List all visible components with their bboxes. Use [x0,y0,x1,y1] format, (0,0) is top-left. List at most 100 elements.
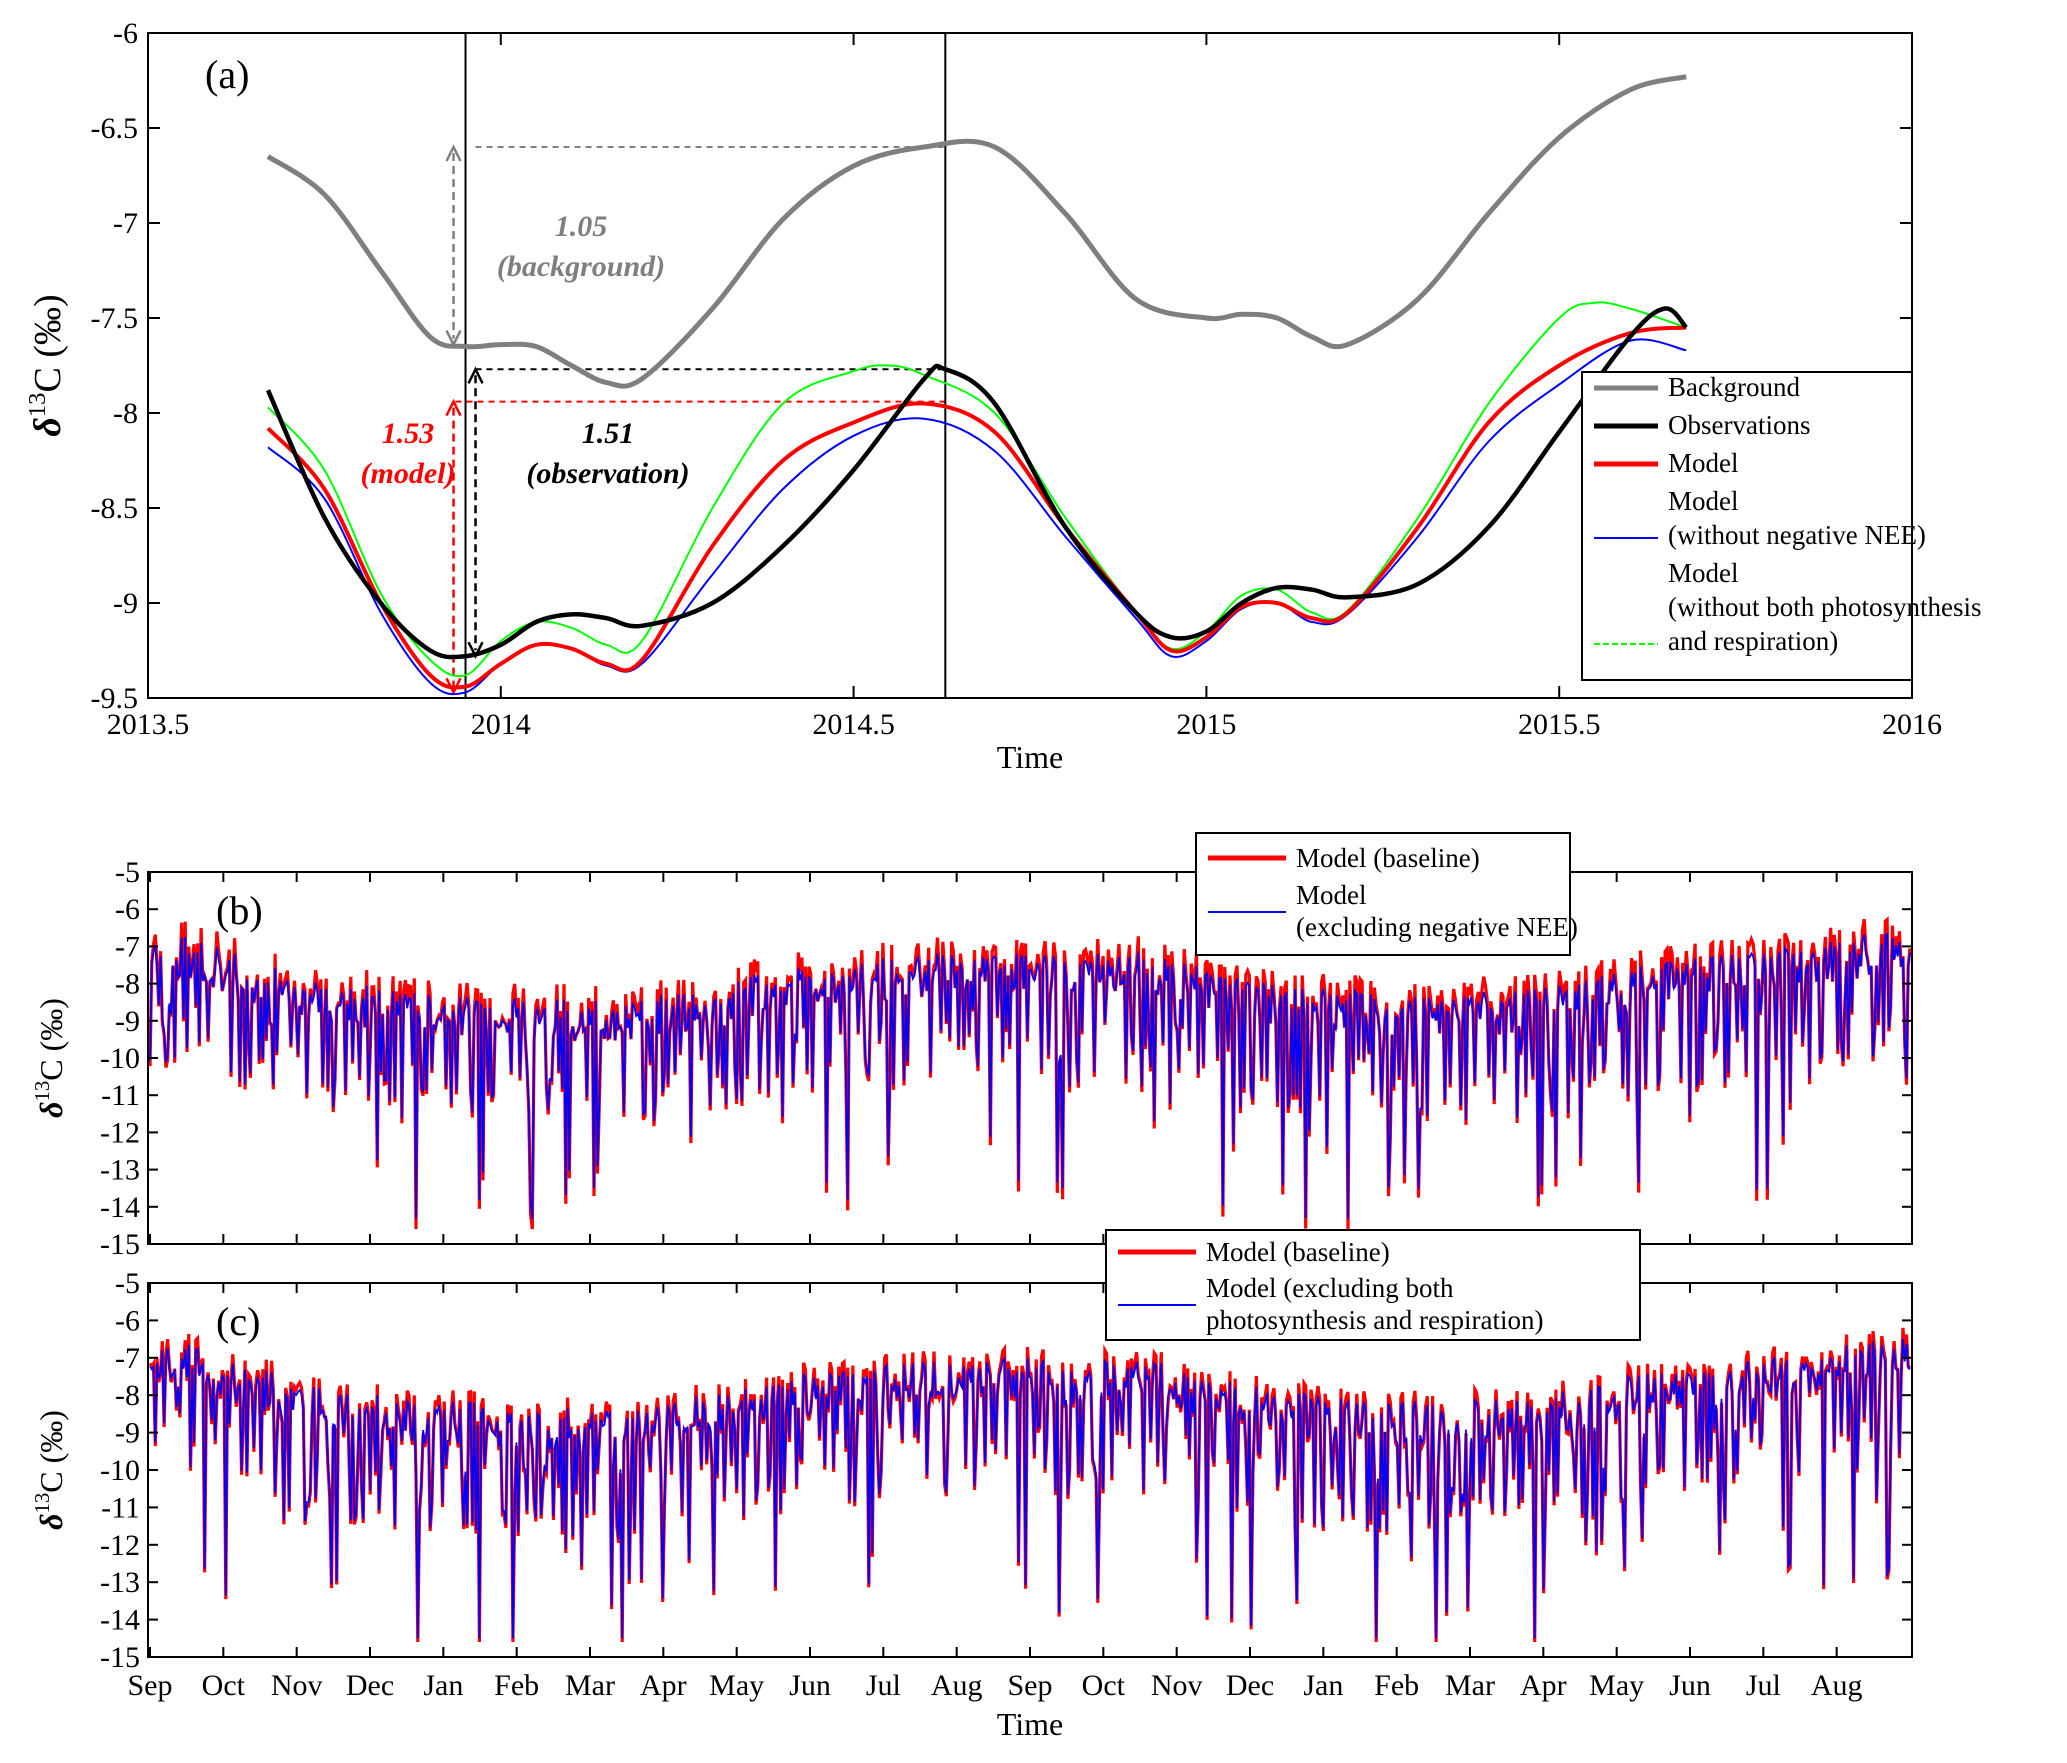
y-tick-label: -7 [115,1342,140,1375]
legend-label: Observations [1668,410,1810,440]
x-tick-label: Jul [866,1669,901,1702]
y-tick-label: -15 [100,1641,140,1674]
x-tick-label: Apr [1520,1669,1567,1702]
x-tick-label: Jul [1746,1669,1781,1702]
legend-a: Background Observations Model Model (without… [1581,371,1982,681]
x-axis-title: Time [997,739,1063,775]
x-tick-label: Jan [1303,1669,1343,1702]
annotation-label: (observation) [526,457,689,490]
legend-label: Model [1668,448,1739,478]
series-line-baseline [148,1327,1912,1643]
x-tick-label: Sep [128,1669,173,1702]
x-tick-label: Aug [1811,1669,1863,1702]
y-tick-label: -13 [100,1154,140,1187]
x-tick-label: Oct [202,1669,246,1702]
x-tick-label: 2016 [1882,708,1942,741]
series-line-excluding [149,1339,1911,1639]
arrow-observation [467,366,484,659]
legend: Model (baseline) Model (excluding bothpho… [1105,1229,1641,1341]
x-tick-label: 2014 [471,708,531,741]
y-tick-label: -7 [113,207,138,240]
legend-label: Model (baseline) [1296,843,1480,873]
panel-label: (b) [216,888,263,933]
legend-label: Model (excluding both [1206,1273,1454,1303]
y-tick-label: -12 [100,1529,140,1562]
legend-label: Model [1668,558,1739,588]
x-tick-label: Jan [423,1669,463,1702]
annotation-value: 1.53 [382,417,435,450]
y-tick-label: -9 [113,587,138,620]
x-tick-label: 2015.5 [1518,708,1601,741]
x-axis-title: Time [997,1706,1063,1742]
arrow-background [445,144,462,348]
legend-label: (excluding negative NEE) [1296,912,1578,942]
y-tick-label: -10 [100,1454,140,1487]
x-tick-label: Jun [789,1669,831,1702]
annotation-label: (model) [361,457,456,490]
arrow-background-head-up [445,144,462,162]
x-tick-label: Apr [640,1669,687,1702]
arrow-observation-head-up [467,366,484,384]
series-line-3 [266,325,1687,690]
panel-b: -5 -6 -7 -8 -9 -10 -11 -12 -13 -14 -15 δ13C (‰) (b) M… [31,832,1913,1261]
legend-box [1105,1229,1641,1341]
x-tick-label: Sep [1008,1669,1053,1702]
axes-frame [147,32,1913,699]
annotation-value: 1.51 [582,417,635,450]
y-tick-label: -5 [115,1267,140,1300]
y-tick-label: -5 [115,856,140,889]
y-tick-label: -15 [100,1228,140,1261]
x-tick-label: Feb [1374,1669,1419,1702]
x-tick-label: Feb [494,1669,539,1702]
x-tick-label: Nov [271,1669,323,1702]
y-tick-label: -9.5 [91,682,139,715]
x-tick-label: May [709,1669,764,1702]
legend: Model (baseline) Model(excluding negative… [1195,832,1578,956]
y-tick-label: -6.5 [91,112,139,145]
x-tick-label: Dec [1226,1669,1274,1702]
y-tick-label: -9 [115,1005,140,1038]
x-tick-label: Jun [1669,1669,1711,1702]
x-tick-label: Mar [565,1669,615,1702]
y-tick-label: -8 [115,1379,140,1412]
series-line-excluding [149,932,1911,1220]
legend-label: photosynthesis and respiration) [1206,1305,1543,1335]
y-tick-label: -6 [115,893,140,926]
panel-label: (c) [216,1299,260,1344]
arrow-model [445,398,462,696]
legend-label: Model [1296,880,1367,910]
legend-label: (without both photosynthesis [1668,592,1982,622]
y-tick-label: -13 [100,1566,140,1599]
y-axis-title: δ13C (‰) [24,294,69,436]
y-tick-label: -7.5 [91,302,139,335]
series-line-1 [266,74,1687,389]
series-line-4 [267,338,1687,696]
x-tick-label: 2013.5 [107,708,190,741]
x-tick-label: 2014.5 [812,708,895,741]
y-axis-title: δ13C (‰) [31,998,69,1118]
y-tick-label: -14 [100,1604,140,1637]
legend-label: Background [1668,372,1800,402]
legend-label: and respiration) [1668,626,1838,656]
panel-a: 2013.5 2014 2014.5 2015 2015.5 2016 -6 -6.5 -7 -7… [24,17,1982,775]
panel-label: (a) [205,52,249,97]
arrow-model-head-up [445,398,462,417]
y-tick-label: -11 [101,1079,140,1112]
y-tick-label: -9 [115,1417,140,1450]
y-tick-label: -6 [113,17,138,50]
legend-label: (without negative NEE) [1668,520,1926,550]
annotation-guides [445,144,946,696]
x-tick-label: Dec [346,1669,394,1702]
legend-box [1195,832,1571,956]
x-tick-label: Mar [1445,1669,1495,1702]
y-axis-title: δ13C (‰) [31,1410,69,1530]
annotation-label: (background) [497,250,665,283]
y-tick-label: -8.5 [91,492,139,525]
x-tick-label: Oct [1082,1669,1126,1702]
y-tick-label: -11 [101,1491,140,1524]
y-tick-label: -10 [100,1042,140,1075]
y-tick-label: -12 [100,1116,140,1149]
